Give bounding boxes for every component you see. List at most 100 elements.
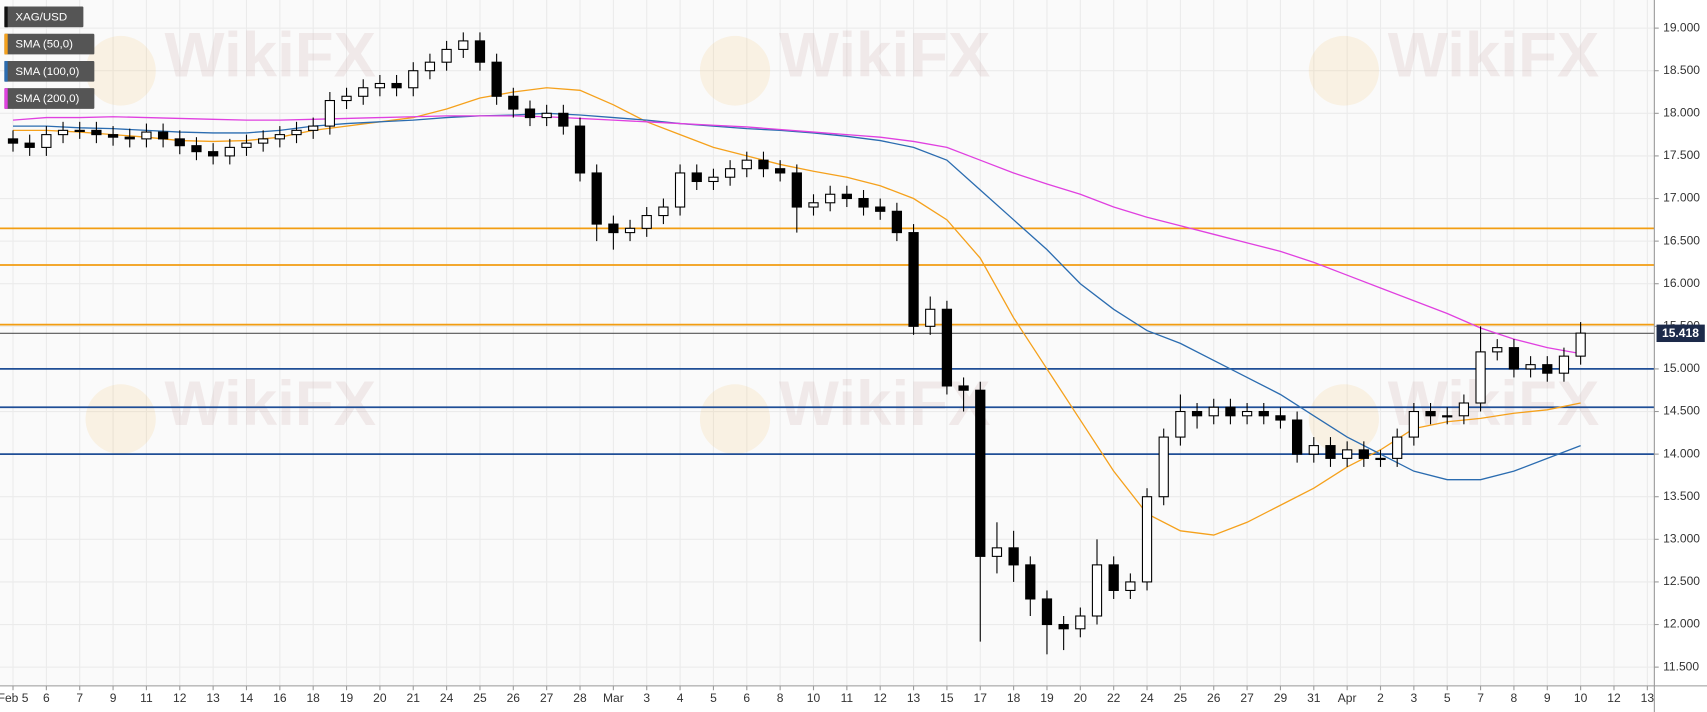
y-tick-label: 18.000 [1663,106,1700,120]
candle-body [1125,581,1136,591]
legend-label: SMA (100,0) [15,66,79,78]
candle-body [558,112,569,127]
candle-body [1058,623,1069,630]
candle-body [1542,364,1553,374]
x-tick-label: 18 [306,691,320,705]
candle-body [241,142,252,148]
x-tick-label: 24 [440,691,454,705]
candle-body [41,134,52,148]
x-tick-label: 22 [1107,691,1121,705]
candle-body [1325,445,1336,459]
plot-area [0,0,1654,686]
x-tick-label: 18 [1007,691,1021,705]
candle-body [341,95,352,102]
candle-body [408,70,419,89]
candle-body [724,168,736,178]
candle-body [1191,410,1203,417]
x-tick-label: 26 [507,691,521,705]
candle-body [441,48,452,63]
candle-body [1375,457,1386,461]
candle-body [1025,564,1036,600]
candle-body [1208,406,1219,417]
candle-body [7,138,19,144]
x-tick-label: 31 [1307,691,1321,705]
y-tick-label: 13.000 [1663,532,1700,546]
legend-label: XAG/USD [15,11,67,23]
levels [0,227,1655,455]
x-tick-label: 3 [1411,691,1418,705]
x-tick-label: 28 [573,691,587,705]
x-tick-label: 12 [173,691,187,705]
candle-body [458,40,469,50]
x-tick-label: 29 [1274,691,1288,705]
candle-body [674,172,686,208]
candle-body [1291,419,1303,455]
candle-body [1408,410,1419,438]
x-tick-label: 13 [206,691,220,705]
y-tick-label: 16.000 [1663,276,1700,290]
candle-body [107,134,119,138]
candle-body [541,112,552,119]
legend: XAG/USD SMA (50,0) SMA (100,0) SMA (200,0) [4,6,95,109]
watermark-logo [699,384,771,454]
watermark-logo [699,35,771,106]
candle-body [308,125,319,131]
watermark-logo [85,384,156,454]
x-tick-label: 13 [907,691,921,705]
candle-body [1308,445,1319,455]
y-tick-label: 17.500 [1663,148,1700,162]
candle-body [274,134,285,140]
candle-body [1275,415,1286,421]
x-tick-label: 16 [273,691,287,705]
watermark: WikiFX [1388,369,1600,439]
candle-body [1258,410,1269,417]
axes: 11.500 12.000 12.500 13.000 13.500 14.000 14.5… [0,20,1705,705]
candle-body [57,129,69,136]
candle-body [1425,410,1436,417]
candle-body [925,308,936,327]
x-tick-label: 14 [240,691,254,705]
y-tick-label: 11.500 [1663,659,1699,673]
y-tick-label: 17.000 [1663,191,1700,205]
candle-body [157,131,169,140]
sma-line [13,112,1581,481]
y-tick-label: 15.000 [1663,361,1700,375]
candle-body [708,176,719,183]
x-tick-label: 21 [407,691,421,705]
candle-body [1342,449,1353,459]
candle-body [1241,410,1253,417]
y-tick-label: 13.500 [1663,489,1700,503]
candle-body [1225,406,1236,417]
last-price-tag [1656,324,1705,343]
candle-body [1475,351,1486,404]
y-tick-label: 14.500 [1663,404,1700,418]
candle-body [741,159,752,170]
watermark: WikiFX [165,21,377,91]
x-tick-label: 25 [1174,691,1188,705]
candle-body [424,61,436,72]
sma-line [12,115,1581,355]
x-tick-label: 7 [1477,691,1484,705]
x-tick-label: 19 [340,691,354,705]
x-tick-label: 10 [807,691,821,705]
x-tick-label: 9 [1544,691,1551,705]
candle-body [1041,598,1053,626]
candle-body [74,129,85,132]
candle-body [1492,347,1503,353]
y-tick-label: 12.000 [1663,617,1700,631]
candle-body [1141,496,1153,583]
candle-body [908,232,919,327]
candle-body [374,82,386,89]
candle-body [858,197,869,208]
candle-body [508,95,519,110]
candle-body [1108,564,1119,591]
candle-body [24,142,35,148]
candle-body [658,206,669,217]
legend-swatch [4,88,8,109]
candle-body [1158,436,1169,498]
candle-body [391,82,402,89]
candle-body [608,223,619,234]
candle-body [891,210,903,234]
candle-body [491,61,502,97]
